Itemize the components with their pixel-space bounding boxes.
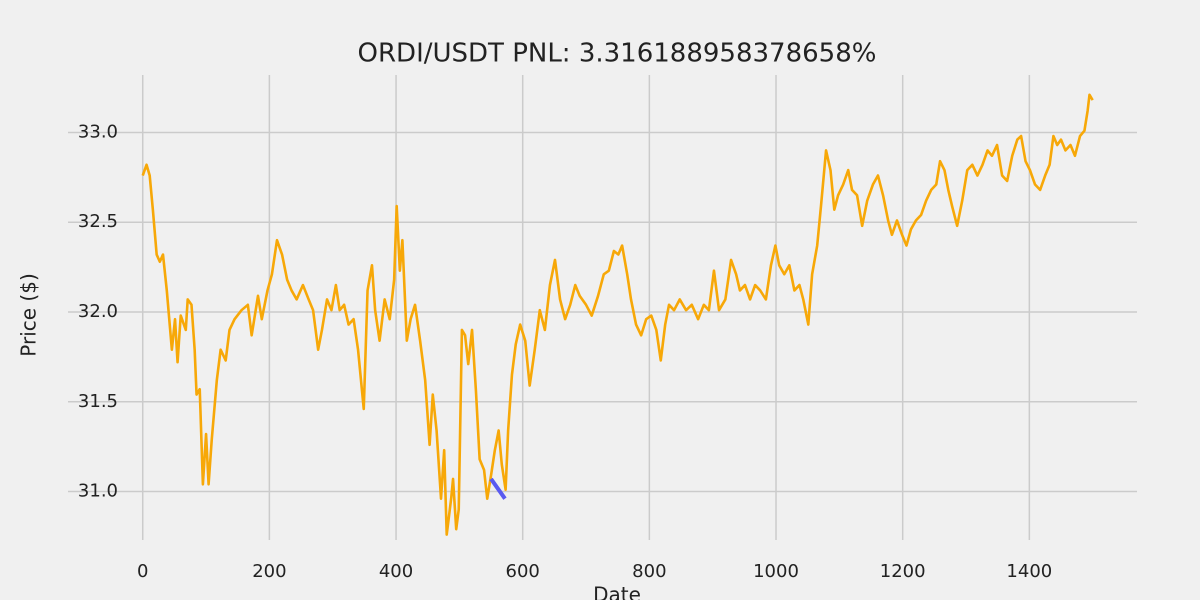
x-tick-label: 0 [137,561,148,582]
y-tick-label: 32.0 [78,301,118,322]
x-tick-label: 200 [252,561,286,582]
x-tick-label: 1000 [753,561,799,582]
x-tick-label: 800 [632,561,666,582]
y-tick-label: 33.0 [78,121,118,142]
x-axis-label: Date [593,583,641,600]
x-tick-label: 1200 [880,561,926,582]
plot-area [141,93,1094,536]
grid [68,75,1137,540]
y-axis-label: Price ($) [17,273,41,356]
x-tick-label: 600 [506,561,540,582]
chart-title: ORDI/USDT PNL: 3.316188958378658% [358,39,877,69]
x-tick-label: 400 [379,561,413,582]
y-tick-label: 31.5 [78,391,118,412]
y-tick-label: 32.5 [78,211,118,232]
y-tick-label: 31.0 [78,481,118,502]
price-line [489,477,507,500]
x-tick-label: 1400 [1006,561,1052,582]
price-line [141,93,1094,536]
